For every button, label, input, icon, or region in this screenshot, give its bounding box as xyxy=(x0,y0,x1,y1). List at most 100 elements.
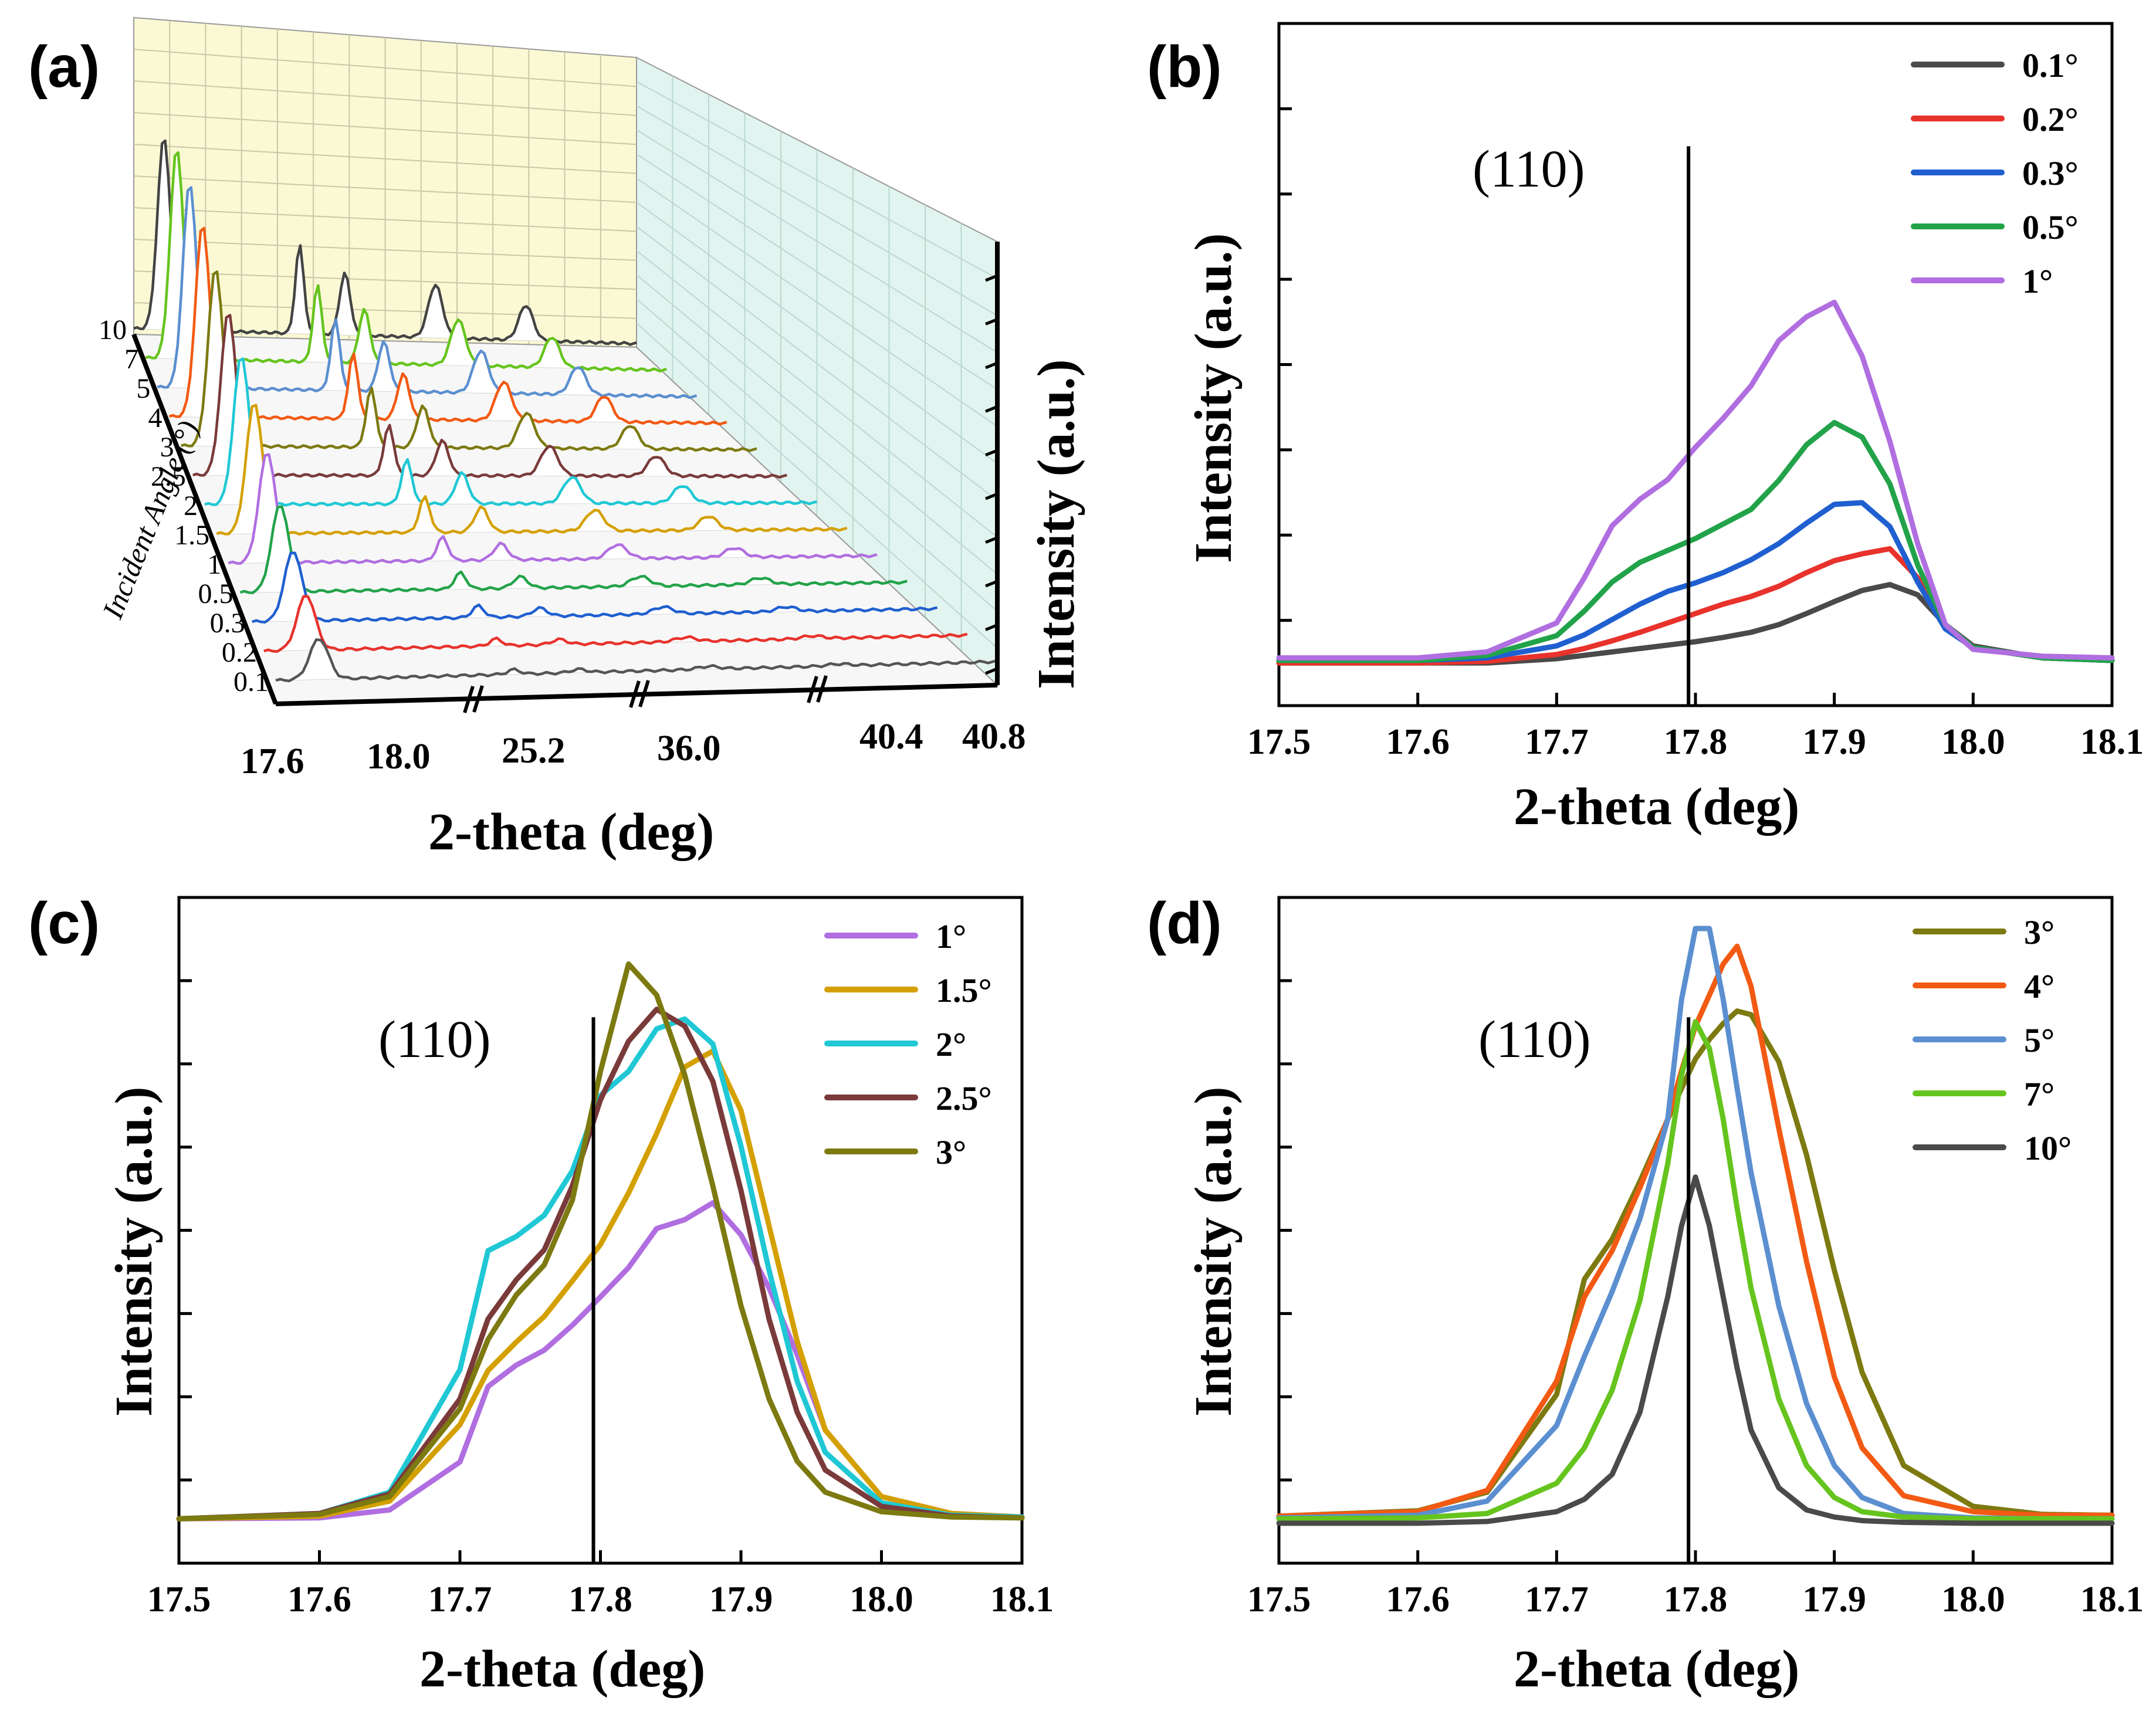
panel-b-xtick-label: 17.8 xyxy=(1664,722,1728,762)
panel-a-z-tick xyxy=(985,624,998,631)
panel-c-legend: 1° 1.5° 2° 2.5° 3° xyxy=(824,917,992,1171)
panel-a-angle-label-9: 4 xyxy=(148,402,163,433)
panel-b-legend-label-2: 0.3° xyxy=(2022,154,2079,192)
panel-d-label: (d) xyxy=(1147,890,1222,956)
panel-c-frame xyxy=(177,896,1024,1565)
panel-a-traces xyxy=(133,139,998,683)
panel-d-legend-label-0: 3° xyxy=(2024,913,2055,951)
panel-d-series-0 xyxy=(1276,1008,2115,1519)
panel-d-xtick-label: 18.1 xyxy=(2080,1580,2144,1619)
panel-a-xtick-3: 36.0 xyxy=(657,729,721,768)
panel-a-trace-5 xyxy=(216,404,848,536)
panel-c-annotation: (110) xyxy=(378,1011,491,1069)
panel-a-sidewall-gridline xyxy=(636,81,998,279)
panel-a-backwall-gridline xyxy=(133,175,637,203)
panel-a-angle-label-2: 0.3 xyxy=(210,608,245,639)
panel-c-legend-label-3: 2.5° xyxy=(936,1079,992,1117)
panel-c-legend-label-2: 2° xyxy=(936,1025,966,1063)
panel-c-xtick-label: 17.8 xyxy=(568,1580,632,1619)
panel-a-trace-7 xyxy=(192,314,787,479)
panel-d-ylabel: Intensity (a.u.) xyxy=(1184,1086,1243,1417)
panel-b-frame xyxy=(1277,22,2114,707)
panel-a-angle-label-6: 2 xyxy=(184,490,198,521)
panel-d: (d) 17.5 17.6 17.7 17.8 17.9 18.0 18.1 (110) 3… xyxy=(1147,890,2144,1698)
panel-c-xtick-label: 18.0 xyxy=(849,1580,913,1619)
panel-b-legend: 0.1° 0.2° 0.3° 0.5° 1° xyxy=(1911,46,2079,300)
panel-d-annotation: (110) xyxy=(1478,1011,1591,1069)
panel-a-sidewall-gridline xyxy=(636,178,998,427)
panel-a-label: (a) xyxy=(28,34,100,100)
panel-a-backwall-gridline xyxy=(133,144,637,174)
panel-a-angle-label-11: 7 xyxy=(124,344,138,375)
panel-a-z-ticks xyxy=(985,274,998,675)
panel-c-xtick-label: 18.1 xyxy=(990,1580,1054,1619)
panel-b-legend-label-3: 0.5° xyxy=(2022,208,2079,246)
panel-d-legend-label-1: 4° xyxy=(2024,967,2055,1005)
panel-a-angle-label-10: 5 xyxy=(136,373,150,404)
panel-d-legend-label-3: 7° xyxy=(2024,1075,2055,1113)
panel-b-legend-label-0: 0.1° xyxy=(2022,46,2079,84)
panel-a-z-tick xyxy=(985,667,998,675)
panel-a: (a) 17.6 18.0 25.2 36.0 40.4 40.8 2-thet… xyxy=(28,16,1085,861)
panel-b-series-3 xyxy=(1276,419,2115,663)
panel-a-trace-0 xyxy=(275,638,998,683)
panel-a-depth-axis xyxy=(131,333,278,705)
panel-c-xtick-label: 17.9 xyxy=(709,1580,773,1619)
panel-a-trace-3 xyxy=(239,505,908,594)
panel-a-sidewall-gridline xyxy=(636,202,998,464)
panel-a-z-tick xyxy=(985,361,998,370)
panel-c-legend-label-1: 1.5° xyxy=(936,971,992,1009)
panel-c-plot-area: 17.5 17.6 17.7 17.8 17.9 18.0 18.1 xyxy=(147,896,1054,1619)
panel-c-series-4 xyxy=(176,961,1025,1522)
panel-b-annotation: (110) xyxy=(1473,140,1585,198)
panel-b-xlabel: 2-theta (deg) xyxy=(1514,778,1799,836)
panel-b-xtick-label: 17.6 xyxy=(1386,722,1450,762)
panel-c-series-0 xyxy=(176,1200,1025,1522)
panel-a-angle-label-5: 1.5 xyxy=(174,520,209,551)
panel-c-series-1 xyxy=(176,1048,1025,1522)
panel-d-series-3 xyxy=(1276,1019,2115,1522)
panel-c-series-3 xyxy=(176,1007,1025,1522)
panel-c: (c) 17.5 17.6 17.7 17.8 17.9 18.0 18.1 (110) 1… xyxy=(28,890,1054,1698)
panel-d-series-2 xyxy=(1276,926,2115,1522)
panel-a-trace-2 xyxy=(252,551,938,624)
panel-a-xtick-1: 18.0 xyxy=(367,737,431,777)
panel-c-label: (c) xyxy=(28,890,100,956)
panel-d-xtick-label: 18.0 xyxy=(1941,1580,2005,1619)
panel-b-xtick-label: 17.9 xyxy=(1802,722,1866,762)
panel-c-xtick-label: 17.6 xyxy=(287,1580,351,1619)
panel-a-trace-9 xyxy=(168,226,727,426)
panel-b-label: (b) xyxy=(1147,34,1222,100)
panel-a-xtick-4: 40.4 xyxy=(859,717,923,757)
panel-d-xtick-label: 17.9 xyxy=(1802,1580,1866,1619)
panel-a-backwall-gridline xyxy=(133,207,637,232)
panel-b-legend-label-1: 0.2° xyxy=(2022,100,2079,138)
panel-a-z-tick xyxy=(985,274,998,282)
panel-a-trace-1 xyxy=(263,595,968,653)
panel-d-legend: 3° 4° 5° 7° 10° xyxy=(1913,913,2072,1167)
panel-a-angle-label-7: 2.5 xyxy=(151,461,186,492)
panel-a-xtick-0: 17.6 xyxy=(241,741,304,781)
panel-a-angle-label-4: 1 xyxy=(207,549,221,580)
panel-c-legend-label-0: 1° xyxy=(936,917,966,956)
panel-d-legend-label-4: 10° xyxy=(2024,1129,2072,1167)
panel-b-xtick-label: 18.1 xyxy=(2080,722,2144,762)
panel-b-series-2 xyxy=(1276,500,2115,663)
panel-a-angle-label-0: 0.1 xyxy=(233,666,269,697)
panel-b-legend-label-4: 1° xyxy=(2022,262,2053,300)
panel-a-sidewall-gridline xyxy=(636,323,998,649)
panel-a-angle-label-8: 3 xyxy=(160,432,174,463)
panel-d-xtick-label: 17.5 xyxy=(1247,1580,1311,1619)
panel-a-backwall-gridline xyxy=(133,49,637,87)
panel-a-sidewall-gridline xyxy=(636,298,998,612)
panel-a-angle-label-1: 0.2 xyxy=(222,637,257,668)
panel-c-series-2 xyxy=(176,1016,1025,1522)
panel-a-z-tick xyxy=(985,580,998,588)
panel-d-plot-area: 17.5 17.6 17.7 17.8 17.9 18.0 18.1 xyxy=(1247,896,2144,1619)
panel-d-xlabel: 2-theta (deg) xyxy=(1514,1640,1799,1698)
panel-d-legend-label-2: 5° xyxy=(2024,1021,2055,1059)
panel-a-sidewall-gridline xyxy=(636,226,998,501)
panel-a-z-tick xyxy=(985,449,998,457)
